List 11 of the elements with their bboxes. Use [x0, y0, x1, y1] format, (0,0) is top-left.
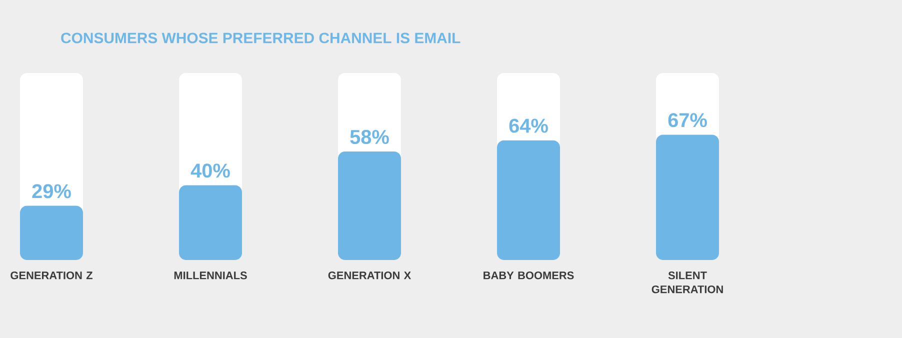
data-label: 64%	[509, 118, 548, 133]
chart-title: CONSUMERS WHOSE PREFERRED CHANNEL IS EMAIL	[61, 32, 460, 44]
data-label: 29%	[32, 184, 71, 198]
x-tick-label: GENERATION Z	[10, 272, 92, 280]
x-tick-label: BABY BOOMERS	[484, 272, 574, 280]
data-label: 40%	[190, 164, 230, 178]
data-label: 58%	[350, 130, 389, 144]
data-label: 67%	[668, 113, 707, 128]
x-tick-label: GENERATION X	[328, 272, 411, 280]
x-tick-label: MILLENNIALS	[174, 272, 247, 280]
x-tick-label: SILENT GENERATION	[652, 272, 723, 294]
